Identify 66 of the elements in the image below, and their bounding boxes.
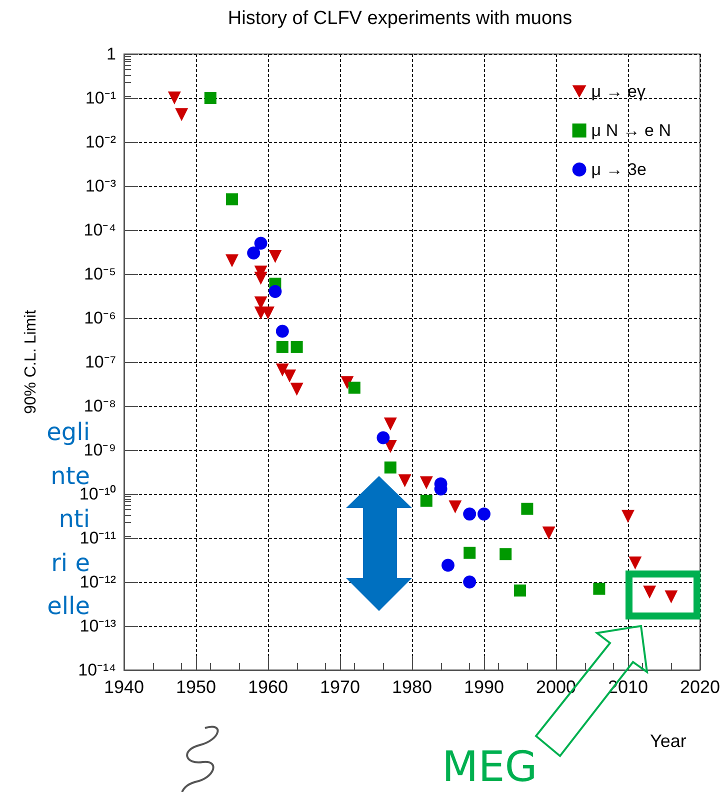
point [168,92,181,104]
text: MEG [442,742,538,791]
point [276,340,288,353]
point [340,376,354,390]
point [204,92,216,104]
y-tick-label: 1 [106,44,116,64]
point [254,272,268,285]
point [290,382,304,396]
x-tick-label: 1970 [320,677,360,697]
point [464,546,476,559]
legend-label: μ → eγ [591,82,646,101]
legend-label: μ N → e N [591,121,672,140]
x-tick-label: 1960 [248,677,288,697]
x-axis-title: Year [650,731,686,751]
y-tick-label: 10⁻⁵ [84,264,116,284]
legend-label: μ → 3e [591,160,646,179]
y-tick-label: 10⁻⁶ [84,308,116,328]
point [521,502,534,515]
point [542,526,556,540]
y-tick-label: 10⁻⁹ [84,440,116,460]
point [420,494,432,507]
y-tick-label: 10⁻⁸ [84,396,116,416]
point [622,510,634,523]
point [226,254,238,268]
y-axis-title: 90% C.L. Limit [22,309,40,414]
x-tick-label: 1980 [392,677,432,697]
point [384,417,397,430]
y-tick-label: 10⁻¹⁰ [79,484,116,504]
point [254,236,268,250]
point [175,108,188,122]
y-tick-label: 10⁻⁴ [84,220,116,240]
point [348,382,360,394]
y-tick-label: 10⁻¹⁴ [78,660,116,680]
x-tick-label: 2000 [536,677,576,697]
x-tick-label: 1990 [464,677,504,697]
point [628,556,642,570]
x-tick-label: 2020 [680,677,720,697]
point [247,246,260,260]
point [664,590,678,604]
point [463,508,476,521]
point [276,363,289,376]
y-tick-label: 10⁻¹ [85,88,116,108]
y-tick-label: 10⁻² [85,132,116,152]
point [420,476,433,490]
chart-title: History of CLFV experiments with muons [228,8,572,29]
point [226,193,238,206]
point [448,500,462,514]
y-tick-label: 10⁻³ [85,176,116,196]
point [478,508,490,521]
point [463,576,476,588]
point [593,582,606,595]
point [283,370,296,383]
point [384,462,396,474]
point [376,431,390,444]
point [643,586,656,599]
point [442,558,454,572]
point [290,340,303,353]
x-tick-label: 1950 [176,677,216,697]
point [276,324,289,338]
point [398,474,412,488]
x-tick-label: 1940 [104,677,144,697]
y-tick-label: 10⁻⁷ [84,352,116,372]
point [500,548,512,560]
point [268,285,282,298]
point [268,250,282,263]
point [514,584,526,597]
